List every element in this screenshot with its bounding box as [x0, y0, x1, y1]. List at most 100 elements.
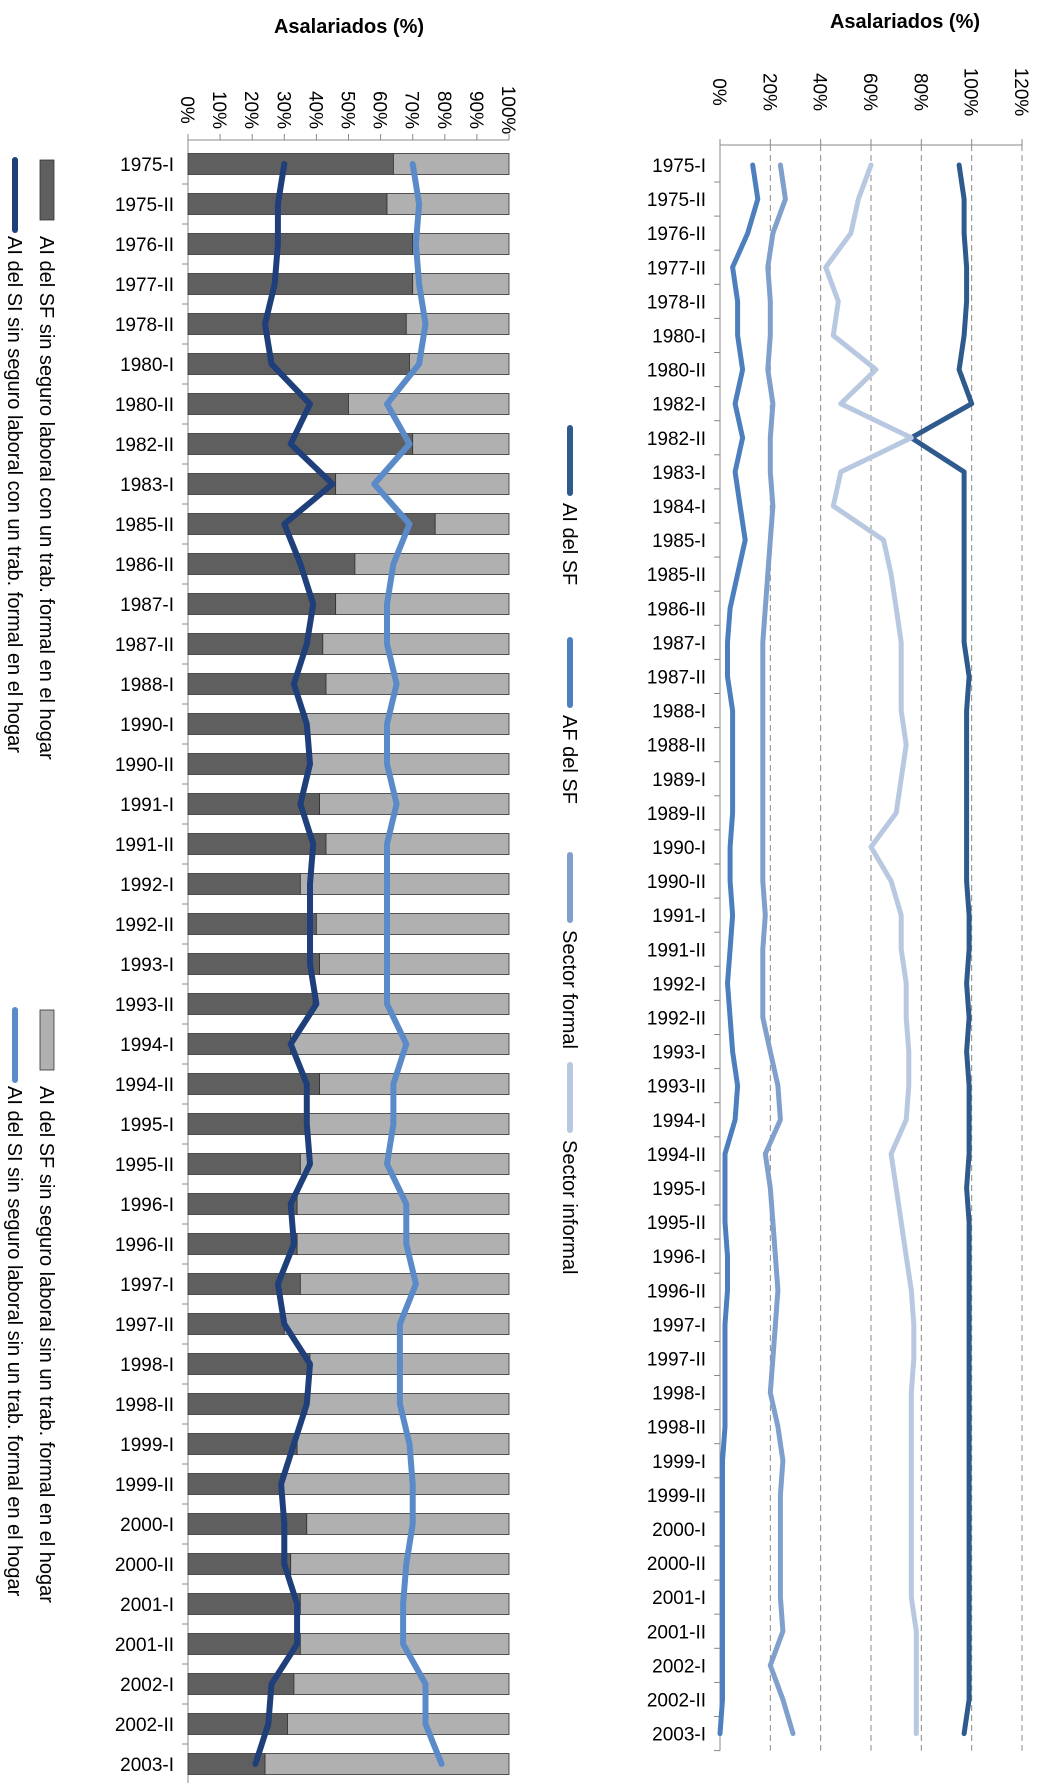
left-category-label: 1990-I: [120, 715, 174, 736]
bar-sf-con-trab-formal: [187, 273, 414, 295]
bar-sf-con-trab-formal: [187, 393, 349, 415]
left-category-label: 1995-II: [115, 1155, 174, 1176]
left-category-label: 1975-II: [115, 195, 174, 216]
bar-sf-con-trab-formal: [187, 1713, 288, 1735]
right-category-label: 1975-II: [647, 190, 706, 211]
left-category-label: 1987-II: [115, 635, 174, 656]
right-category-label: 1990-I: [652, 838, 706, 859]
bar-sf-sin-trab-formal: [306, 1393, 510, 1415]
bar-sf-sin-trab-formal: [319, 793, 510, 815]
right-value-tick-label: 0%: [708, 78, 729, 106]
bar-sf-sin-trab-formal: [386, 193, 510, 215]
left-category-label: 1995-I: [120, 1115, 174, 1136]
left-category-label: 1983-I: [120, 475, 174, 496]
right-category-label: 1996-II: [647, 1281, 706, 1302]
left-category-label: 1980-I: [120, 355, 174, 376]
bar-sf-sin-trab-formal: [335, 473, 510, 495]
bar-sf-sin-trab-formal: [306, 713, 510, 735]
left-category-label: 2001-I: [120, 1595, 174, 1616]
right-category-label: 1988-II: [647, 736, 706, 757]
left-value-tick-label: 90%: [465, 91, 486, 129]
left-category-label: 1998-II: [115, 1395, 174, 1416]
bar-sf-con-trab-formal: [187, 553, 356, 575]
left-value-tick-label: 40%: [304, 91, 325, 129]
bar-sf-con-trab-formal: [187, 1593, 301, 1615]
left-legend-label: AI del SI sin seguro laboral con un trab…: [3, 236, 25, 753]
bar-sf-sin-trab-formal: [325, 833, 510, 855]
left-value-tick-label: 10%: [208, 91, 229, 129]
left-category-label: 1993-I: [120, 955, 174, 976]
bar-sf-con-trab-formal: [187, 1433, 298, 1455]
right-chart-title: Asalariados (%): [830, 11, 980, 33]
bar-sf-sin-trab-formal: [299, 1153, 510, 1175]
left-chart-title: Asalariados (%): [274, 16, 424, 38]
left-category-label: 2002-II: [115, 1715, 174, 1736]
bar-sf-sin-trab-formal: [309, 1353, 510, 1375]
left-category-label: 1999-II: [115, 1475, 174, 1496]
bar-sf-con-trab-formal: [187, 713, 308, 735]
left-value-tick-label: 0%: [176, 96, 197, 124]
left-category-label: 1991-II: [115, 835, 174, 856]
right-category-label: 1993-I: [652, 1043, 706, 1064]
left-category-label: 1982-II: [115, 435, 174, 456]
bar-sf-con-trab-formal: [187, 1113, 308, 1135]
bar-sf-sin-trab-formal: [393, 153, 510, 175]
left-category-label: 1997-II: [115, 1315, 174, 1336]
bar-sf-sin-trab-formal: [287, 1713, 510, 1735]
right-category-label: 1980-II: [647, 361, 706, 382]
bar-sf-con-trab-formal: [187, 473, 337, 495]
right-category-label: 1991-II: [647, 940, 706, 961]
left-category-label: 1990-II: [115, 755, 174, 776]
left-value-tick-label: 50%: [337, 91, 358, 129]
right-legend-label: AF del SF: [558, 715, 580, 804]
left-legend-label: AI del SF sin seguro laboral sin un trab…: [35, 1086, 57, 1603]
right-category-label: 1998-II: [647, 1418, 706, 1439]
right-category-label: 1989-II: [647, 804, 706, 825]
right-category-label: 1995-II: [647, 1213, 706, 1234]
right-category-label: 1982-II: [647, 429, 706, 450]
right-category-label: 1977-II: [647, 258, 706, 279]
bar-sf-sin-trab-formal: [412, 433, 510, 455]
right-category-label: 2001-II: [647, 1622, 706, 1643]
right-category-label: 1993-II: [647, 1077, 706, 1098]
right-category-label: 1985-II: [647, 565, 706, 586]
bar-sf-sin-trab-formal: [412, 273, 510, 295]
right-category-label: 1975-I: [652, 156, 706, 177]
right-category-label: 1999-II: [647, 1486, 706, 1507]
bar-sf-sin-trab-formal: [296, 1433, 510, 1455]
left-category-label: 2000-I: [120, 1515, 174, 1536]
bar-sf-con-trab-formal: [187, 913, 317, 935]
bar-sf-sin-trab-formal: [290, 1553, 510, 1575]
bar-sf-sin-trab-formal: [319, 953, 510, 975]
right-category-label: 1991-I: [652, 906, 706, 927]
left-category-label: 1996-II: [115, 1235, 174, 1256]
left-legend-label: AI del SF sin seguro laboral con un trab…: [35, 236, 57, 760]
bar-sf-con-trab-formal: [187, 1033, 292, 1055]
left-category-label: 2000-II: [115, 1555, 174, 1576]
right-category-label: 1988-I: [652, 702, 706, 723]
left-legend-label: AI del SI sin seguro laboral sin un trab…: [3, 1086, 25, 1597]
bar-sf-sin-trab-formal: [405, 313, 510, 335]
left-category-label: 1997-I: [120, 1275, 174, 1296]
bar-sf-sin-trab-formal: [299, 1273, 510, 1295]
bar-sf-sin-trab-formal: [306, 1513, 510, 1535]
bar-sf-sin-trab-formal: [296, 1233, 510, 1255]
bar-sf-sin-trab-formal: [322, 633, 510, 655]
right-category-label: 1994-I: [652, 1111, 706, 1132]
line-si-sin-trab-formal: [371, 161, 445, 1767]
bar-sf-con-trab-formal: [187, 153, 394, 175]
bar-sf-con-trab-formal: [187, 873, 301, 895]
right-category-label: 1992-II: [647, 1009, 706, 1030]
left-category-label: 1986-II: [115, 555, 174, 576]
line-ai-del-sf: [908, 162, 975, 1737]
bar-sf-sin-trab-formal: [354, 553, 510, 575]
right-category-label: 1994-II: [647, 1145, 706, 1166]
bar-sf-sin-trab-formal: [335, 593, 510, 615]
left-category-label: 2003-I: [120, 1755, 174, 1776]
right-legend-label: Sector formal: [558, 930, 580, 1049]
right-category-label: 1985-I: [652, 531, 706, 552]
bar-sf-con-trab-formal: [187, 1233, 298, 1255]
bar-sf-con-trab-formal: [187, 233, 414, 255]
bar-sf-con-trab-formal: [187, 673, 327, 695]
left-category-label: 1988-I: [120, 675, 174, 696]
